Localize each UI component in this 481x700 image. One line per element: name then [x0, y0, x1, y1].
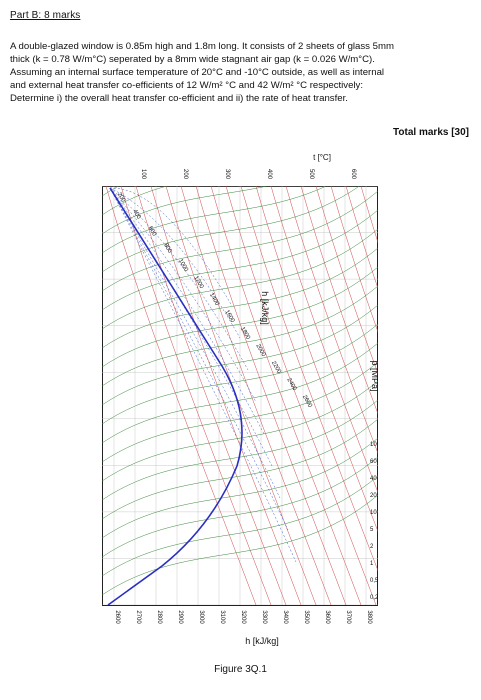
pressure-isoline: [195, 186, 347, 605]
h-inner-tick-label: 200: [116, 192, 127, 204]
pressure-isoline: [315, 186, 378, 375]
pressure-isoline: [255, 186, 378, 533]
question-line: A double-glazed window is 0.85m high and…: [10, 41, 394, 52]
h-tick-label: 3600: [324, 610, 330, 624]
temperature-isoline: [102, 247, 378, 349]
h-tick-label: 3000: [198, 610, 204, 624]
h-tick-label: 2700: [135, 610, 141, 624]
temperature-isoline: [102, 186, 169, 216]
question-line: and external heat transfer co-efficients…: [10, 80, 364, 91]
p-tick-label: 100: [370, 442, 378, 448]
pressure-isoline: [285, 186, 378, 455]
question-line: Determine i) the overall heat transfer c…: [10, 93, 348, 104]
temperature-isoline: [102, 494, 378, 596]
t-tick-label: 100: [140, 169, 146, 180]
figure-caption: Figure 3Q.1: [214, 664, 267, 675]
h-tick-label: 2600: [114, 610, 120, 624]
temperature-isoline: [102, 228, 378, 330]
t-axis-label: t [°C]: [313, 153, 331, 162]
pressure-isoline: [150, 186, 302, 605]
h-tick-label: 3200: [240, 610, 246, 624]
quality-isoline: [109, 187, 241, 339]
mollier-chart-svg: 0123456789s [kJ/kgK]26002700280029003000…: [90, 153, 381, 646]
temperature-isoline: [102, 456, 378, 558]
temperature-isoline: [102, 399, 378, 501]
h-inner-label: h [kJ/kg]: [260, 291, 270, 325]
temperature-isoline: [102, 304, 378, 406]
t-tick-label: 400: [266, 169, 272, 180]
h-tick-label: 3400: [282, 610, 288, 624]
temperature-isoline: [102, 186, 327, 254]
part-heading: Part B: 8 marks: [10, 10, 81, 21]
p-tick-label: 0,5: [370, 578, 378, 584]
h-tick-label: 3700: [345, 610, 351, 624]
h-tick-label: 3800: [366, 610, 372, 624]
quality-isoline: [109, 187, 257, 403]
quality-isoline: [109, 187, 249, 371]
t-tick-label: 600: [350, 169, 356, 180]
pressure-isoline: [135, 186, 287, 605]
p-tick-label: 60: [370, 459, 377, 465]
temperature-isoline: [102, 437, 378, 539]
h-inner-tick-label: 600: [147, 226, 158, 238]
temperature-isoline: [102, 475, 378, 577]
mollier-chart: 0123456789s [kJ/kgK]26002700280029003000…: [90, 146, 381, 646]
temperature-isoline: [102, 418, 378, 520]
p-tick-label: 2: [370, 544, 374, 550]
quality-isoline: [109, 187, 289, 531]
question-line: thick (k = 0.78 W/m°C) seperated by a 8m…: [10, 54, 375, 65]
pressure-isoline: [360, 186, 378, 244]
p-axis-label: p [MPa]: [370, 360, 378, 391]
pressure-isoline: [270, 186, 378, 494]
pressure-isoline: [240, 186, 378, 572]
h-inner-tick-label: 800: [162, 243, 173, 255]
p-tick-label: 0,2: [370, 595, 378, 601]
p-tick-label: 20: [370, 493, 377, 499]
t-tick-label: 500: [308, 169, 314, 180]
h-tick-label: 2800: [156, 610, 162, 624]
p-tick-label: 5: [370, 527, 374, 533]
temperature-isoline: [102, 285, 378, 387]
pressure-isoline: [345, 186, 378, 290]
temperature-isoline: [102, 186, 360, 273]
t-tick-label: 300: [224, 169, 230, 180]
p-tick-label: 40: [370, 476, 377, 482]
h-tick-label: 3500: [303, 610, 309, 624]
temperature-isoline: [102, 380, 378, 482]
chart-curves: [102, 186, 378, 605]
chart-grid: [102, 186, 378, 605]
temperature-isoline: [102, 209, 378, 311]
pressure-isoline: [330, 186, 378, 333]
temperature-isoline: [102, 266, 378, 368]
question-text: A double-glazed window is 0.85m high and…: [10, 40, 472, 105]
pressure-isoline: [105, 186, 257, 605]
temperature-isoline: [102, 361, 378, 463]
quality-isoline: [109, 187, 233, 307]
temperature-isoline: [102, 186, 269, 235]
t-tick-label: 200: [182, 169, 188, 180]
total-marks: Total marks [30]: [393, 127, 469, 138]
saturation-curve: [107, 187, 243, 605]
p-tick-label: 1: [370, 561, 374, 567]
question-line: Assuming an internal surface temperature…: [10, 67, 385, 78]
temperature-isoline: [102, 323, 378, 425]
h-tick-label: 2900: [177, 610, 183, 624]
pressure-isoline: [210, 186, 362, 605]
p-tick-label: 10: [370, 510, 377, 516]
h-tick-label: 3300: [261, 610, 267, 624]
quality-isoline: [109, 187, 281, 499]
h-axis-label: h [kJ/kg]: [245, 636, 279, 646]
temperature-isoline: [102, 190, 378, 292]
h-tick-label: 3100: [219, 610, 225, 624]
h-inner-tick-label: 400: [131, 209, 142, 221]
